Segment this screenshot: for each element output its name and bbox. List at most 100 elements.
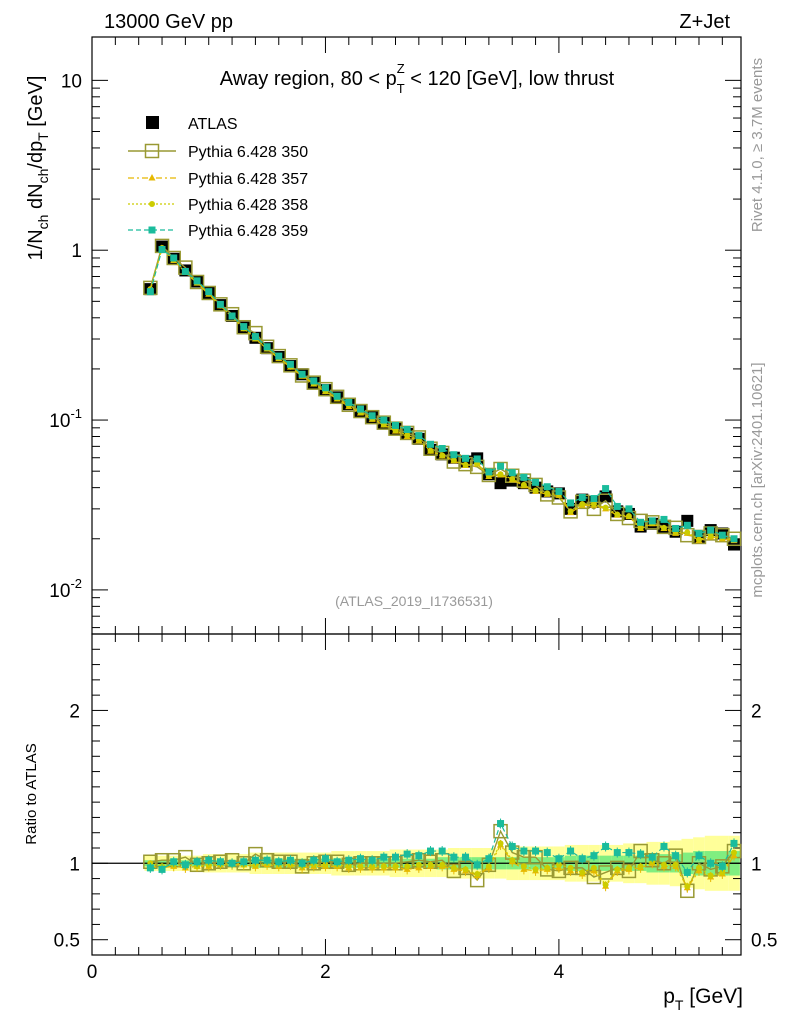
- ratio-y-axis-label: Ratio to ATLAS: [23, 743, 40, 844]
- series-point-p359: [158, 865, 166, 873]
- series-point-p359: [555, 487, 563, 495]
- series-point-p358: [427, 447, 434, 454]
- series-point-p359: [508, 469, 516, 477]
- series-point-p359: [707, 526, 715, 534]
- series-point-p350: [726, 531, 742, 547]
- series-point-p359: [356, 855, 364, 863]
- series-point-p359: [485, 468, 493, 476]
- series-p357: [146, 244, 738, 544]
- analysis-watermark: (ATLAS_2019_I1736531): [335, 593, 493, 609]
- series-point-p358: [404, 432, 411, 439]
- series-point-p350: [283, 358, 298, 373]
- series-point-p358: [380, 863, 387, 870]
- plot-title-part2: < 120 [GeV], low thrust: [405, 68, 615, 90]
- series-point-p358: [474, 870, 481, 877]
- legend-item-p359: Pythia 6.428 359: [128, 223, 308, 240]
- series-point-p359: [555, 855, 563, 863]
- series-point-p359: [520, 473, 528, 481]
- series-point-p359: [613, 502, 621, 510]
- main-y-tick-label: 10: [61, 71, 82, 92]
- series-point-p358: [567, 864, 574, 871]
- series-point-p359: [450, 451, 458, 459]
- series-point-p359: [473, 861, 481, 869]
- series-point-p359: [707, 859, 715, 867]
- series-point-p358: [322, 861, 329, 868]
- plot-title: Away region, 80 < pZ T < 120 [GeV], low t…: [220, 61, 615, 96]
- series-point-p359: [648, 853, 656, 861]
- series-point-p359: [567, 499, 575, 507]
- series-point-p350: [715, 527, 730, 543]
- series-point-p358: [684, 529, 691, 536]
- ratio-y-tick-label-right: 1: [751, 854, 762, 875]
- series-point-p358: [485, 863, 492, 870]
- x-tick-label: 2: [320, 962, 331, 983]
- series-point-p358: [707, 872, 714, 879]
- series-point-p359: [403, 425, 411, 433]
- x-tick-label: 0: [87, 962, 98, 983]
- series-point-p359: [251, 856, 259, 864]
- series-point-p359: [718, 862, 726, 870]
- ratio-series-layer: [143, 818, 742, 899]
- series-point-p359: [497, 820, 505, 828]
- series-line-p357: [150, 843, 735, 889]
- series-p359: [146, 818, 738, 878]
- series-point-p359: [462, 454, 470, 462]
- series-point-p358: [427, 861, 434, 868]
- series-point-p358: [555, 861, 562, 868]
- header-right: Z+Jet: [679, 11, 730, 33]
- series-point-p359: [672, 524, 680, 532]
- series-point-p359: [263, 856, 271, 864]
- series-point-p358: [462, 461, 469, 468]
- series-point-p359: [602, 485, 610, 493]
- series-point-p359: [158, 245, 166, 253]
- series-point-p350: [189, 274, 205, 290]
- series-point-p359: [683, 521, 691, 529]
- series-point-p359: [275, 858, 283, 866]
- legend-item-p358: Pythia 6.428 358: [128, 197, 308, 214]
- series-point-p359: [263, 343, 271, 351]
- series-point-p359: [543, 849, 551, 857]
- series-point-p359: [415, 852, 423, 860]
- series-point-p358: [450, 457, 457, 464]
- series-point-p359: [497, 462, 505, 470]
- series-point-p358: [544, 864, 551, 871]
- series-point-p358: [672, 861, 679, 868]
- plot-title-part1: Away region, 80 < p: [220, 68, 397, 90]
- series-point-p359: [286, 856, 294, 864]
- series-point-p358: [497, 840, 504, 847]
- series-point-p359: [625, 505, 633, 513]
- series-point-p359: [567, 847, 575, 855]
- ratio-y-tick-label-right: 2: [751, 701, 762, 722]
- series-point-p359: [683, 868, 691, 876]
- series-point-p358: [707, 532, 714, 539]
- plot-title-sub: T: [397, 81, 405, 96]
- series-point-p358: [590, 501, 597, 508]
- series-point-p350: [166, 250, 181, 266]
- series-point-p358: [415, 861, 422, 868]
- main-y-axis-label: 1/Nch dNch/dpT [GeV]: [25, 76, 51, 261]
- series-point-p358: [695, 536, 702, 543]
- series-point-p359: [333, 392, 341, 400]
- series-point-p358: [684, 883, 691, 890]
- series-point-p359: [625, 849, 633, 857]
- series-point-p350: [224, 306, 240, 322]
- series-point-p359: [613, 849, 621, 857]
- series-point-atlas: [494, 477, 507, 490]
- series-point-p358: [392, 863, 399, 870]
- series-point-p359: [205, 856, 213, 864]
- legend-marker-p350: [144, 143, 160, 159]
- series-point-p359: [240, 323, 248, 331]
- main-series-layer: [143, 238, 742, 551]
- series-point-p359: [333, 858, 341, 866]
- series-point-p359: [543, 483, 551, 491]
- series-point-p359: [403, 850, 411, 858]
- series-point-p359: [695, 852, 703, 860]
- series-p359: [146, 245, 738, 543]
- x-tick-label: 4: [554, 962, 565, 983]
- ratio-y-tick-label-left: 2: [69, 701, 80, 722]
- series-point-p359: [508, 842, 516, 850]
- series-point-p358: [369, 863, 376, 870]
- series-point-p359: [391, 853, 399, 861]
- series-point-p359: [438, 847, 446, 855]
